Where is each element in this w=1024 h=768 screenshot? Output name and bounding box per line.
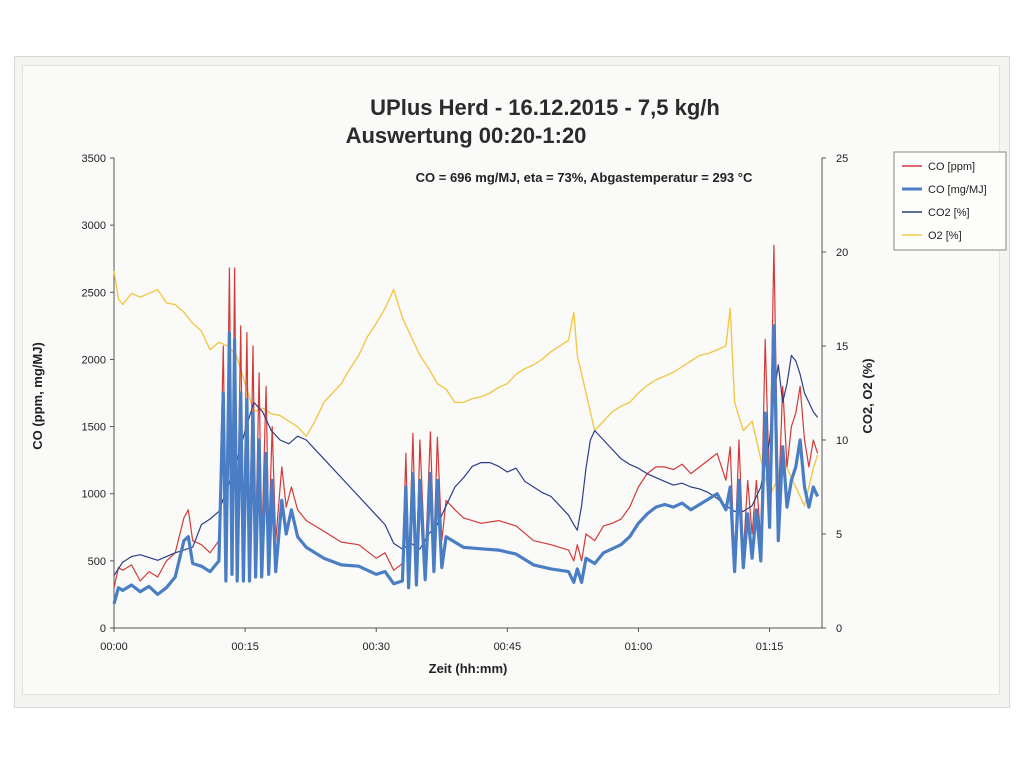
- y-tick-label: 1500: [82, 422, 106, 434]
- legend-label: CO [ppm]: [928, 161, 975, 173]
- y2-tick-label: 5: [836, 529, 842, 541]
- x-tick-label: 00:30: [362, 641, 390, 653]
- y-tick-label: 2000: [82, 354, 106, 366]
- x-tick-label: 00:00: [100, 641, 128, 653]
- y-tick-label: 1000: [82, 489, 106, 501]
- y-tick-label: 500: [88, 556, 106, 568]
- x-tick-label: 00:45: [494, 641, 522, 653]
- y-tick-label: 3500: [82, 153, 106, 165]
- legend-label: CO [mg/MJ]: [928, 184, 987, 196]
- y-tick-label: 3000: [82, 220, 106, 232]
- y2-axis-label: CO2, O2 (%): [860, 358, 875, 433]
- series-line-o2: [113, 270, 819, 507]
- y-tick-label: 2500: [82, 287, 106, 299]
- chart-title: UPlus Herd - 16.12.2015 - 7,5 kg/h: [370, 95, 720, 120]
- x-tick-label: 01:00: [625, 641, 653, 653]
- x-tick-label: 01:15: [756, 641, 784, 653]
- y2-tick-label: 20: [836, 247, 848, 259]
- series-layer: [112, 244, 820, 605]
- y2-tick-label: 15: [836, 341, 848, 353]
- legend-box: [893, 151, 1007, 251]
- y2-tick-label: 25: [836, 153, 848, 165]
- y2-tick-label: 0: [836, 623, 842, 635]
- series-line-co2: [113, 354, 819, 576]
- y-tick-label: 0: [100, 623, 106, 635]
- legend-label: CO2 [%]: [928, 207, 970, 219]
- chart-subtitle: Auswertung 00:20-1:20: [346, 123, 587, 148]
- x-tick-label: 00:15: [231, 641, 259, 653]
- legend: CO [ppm] CO [mg/MJ] CO2 [%] O2 [%]: [893, 151, 1007, 251]
- legend-label: O2 [%]: [928, 230, 962, 242]
- y2-tick-label: 10: [836, 435, 848, 447]
- chart-annotation: CO = 696 mg/MJ, eta = 73%, Abgastemperat…: [416, 170, 753, 185]
- y-axis-label: CO (ppm, mg/MJ): [30, 342, 45, 450]
- series-line-co-mg-mj: [112, 324, 820, 605]
- x-axis-label: Zeit (hh:mm): [429, 661, 508, 676]
- axes: 0 500 1000 1500 2000 2500 3000 3500 0 5 10 15 20 25 00…: [82, 153, 849, 653]
